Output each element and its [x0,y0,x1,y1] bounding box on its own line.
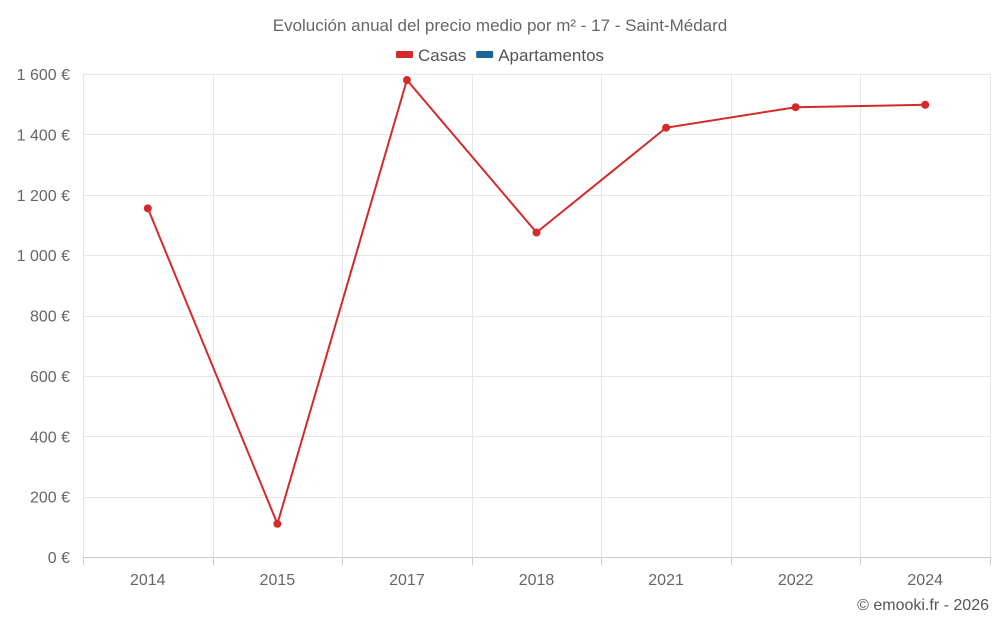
legend-item-casas[interactable]: Casas [396,46,466,65]
y-tick-label: 0 € [48,550,70,567]
legend: Casas Apartamentos [396,46,604,65]
data-point[interactable] [921,100,930,109]
series-layer [143,76,930,528]
legend-label: Casas [418,46,466,65]
data-point[interactable] [791,103,800,112]
x-tick-label: 2021 [648,572,684,589]
y-tick-label: 200 € [30,490,70,507]
chart-grid [83,74,991,565]
series-line-casas [146,79,926,525]
legend-swatch [396,51,413,58]
y-tick-label: 800 € [30,309,70,326]
y-tick-label: 400 € [30,429,70,446]
x-axis: 2014 2015 2017 2018 2021 2022 2024 [130,572,943,589]
data-point[interactable] [273,519,282,528]
credit-text: © emooki.fr - 2026 [857,597,989,614]
y-tick-label: 1 200 € [17,188,70,205]
legend-item-apartamentos[interactable]: Apartamentos [476,46,604,65]
x-tick-label: 2017 [389,572,425,589]
y-tick-label: 1 000 € [17,248,70,265]
x-tick-label: 2015 [260,572,296,589]
y-tick-label: 1 600 € [17,67,70,84]
data-point[interactable] [402,76,411,85]
x-tick-label: 2014 [130,572,166,589]
data-point[interactable] [662,123,671,132]
x-tick-label: 2024 [907,572,943,589]
legend-label: Apartamentos [498,46,604,65]
data-point[interactable] [532,228,541,237]
data-point[interactable] [143,204,152,213]
x-tick-label: 2018 [519,572,555,589]
y-axis: 0 € 200 € 400 € 600 € 800 € 1 000 € 1 200 € 1 4… [17,67,70,567]
y-tick-label: 1 400 € [17,127,70,144]
x-tick-label: 2022 [778,572,814,589]
y-tick-label: 600 € [30,369,70,386]
legend-swatch [476,51,494,58]
chart-title: Evolución anual del precio medio por m² … [273,16,728,35]
